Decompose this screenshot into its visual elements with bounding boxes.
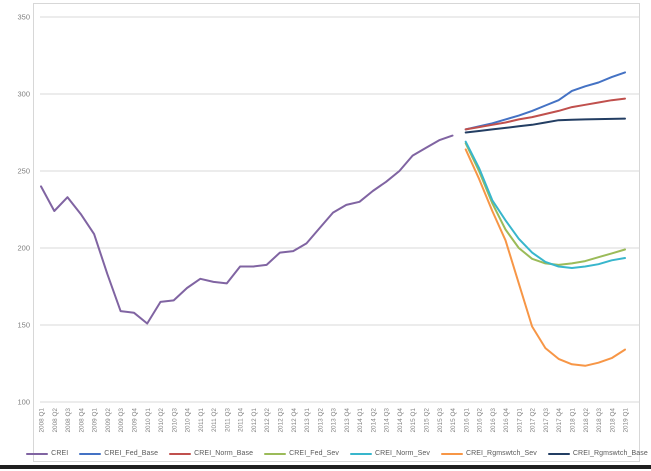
legend-item-CREI_Fed_Base: CREI_Fed_Base [79, 450, 158, 457]
x-tick-label: 2015 Q2 [424, 408, 431, 433]
x-tick-label: 2008 Q2 [52, 408, 59, 433]
x-tick-label: 2014 Q3 [384, 408, 391, 433]
series-line-CREI_Fed_Base [464, 71, 626, 131]
x-tick-label: 2009 Q3 [118, 408, 125, 433]
x-tick-label: 2012 Q4 [291, 408, 298, 433]
x-tick-label: 2015 Q3 [437, 408, 444, 433]
x-tick-label: 2014 Q1 [357, 408, 364, 433]
x-tick-label: 2017 Q2 [530, 408, 537, 433]
legend-swatch-icon [26, 452, 49, 455]
x-tick-label: 2011 Q1 [198, 408, 205, 432]
x-tick-label: 2010 Q3 [171, 408, 178, 433]
x-tick-label: 2012 Q3 [278, 408, 285, 433]
y-tick-label: 250 [17, 167, 30, 176]
x-tick-label: 2009 Q1 [92, 408, 99, 433]
series-line-CREI_Rgmswtch_Sev [464, 148, 626, 367]
x-tick-label: 2015 Q1 [410, 408, 417, 433]
y-tick-label: 150 [17, 321, 30, 330]
x-tick-label: 2010 Q4 [185, 408, 192, 433]
x-tick-label: 2013 Q3 [331, 408, 338, 433]
legend-item-CREI_Rgmswtch_Base: CREI_Rgmswtch_Base [547, 450, 648, 457]
x-tick-label: 2010 Q1 [145, 408, 152, 433]
x-tick-label: 2011 Q2 [211, 408, 218, 432]
legend-swatch-icon [79, 452, 102, 455]
series-line-CREI_Norm_Base [464, 97, 626, 131]
x-tick-label: 2018 Q4 [609, 408, 616, 433]
legend-label: CREI [51, 450, 69, 457]
x-tick-label: 2009 Q2 [105, 408, 112, 433]
x-tick-label: 2013 Q1 [304, 408, 311, 433]
series-line-CREI_Rgmswtch_Base [464, 117, 626, 134]
x-tick-label: 2008 Q1 [39, 408, 46, 433]
x-tick-label: 2017 Q1 [516, 408, 523, 433]
chart-legend: CREI CREI_Fed_Base CREI_Norm_Base CREI_Fed_… [26, 447, 648, 460]
line-chart-svg: 350 300 250 200 150 100 2008 Q1 2008 Q2 2008 Q3 2… [17, 13, 640, 433]
legend-label: CREI_Fed_Base [104, 450, 159, 457]
legend-label: CREI_Norm_Base [194, 450, 254, 457]
x-tick-label: 2019 Q1 [623, 408, 630, 433]
x-tick-label: 2017 Q4 [556, 408, 563, 433]
x-tick-label: 2014 Q2 [370, 408, 377, 433]
x-tick-label: 2018 Q3 [596, 408, 603, 433]
legend-swatch-icon [349, 452, 372, 455]
y-tick-label: 300 [17, 90, 30, 99]
legend-swatch-icon [440, 452, 463, 455]
x-tick-label: 2015 Q4 [450, 408, 457, 433]
x-tick-label: 2013 Q2 [317, 408, 324, 433]
x-tick-label: 2008 Q4 [78, 408, 85, 433]
x-tick-label: 2012 Q2 [264, 408, 271, 433]
y-tick-label: 350 [17, 13, 30, 22]
legend-item-CREI_Norm_Base: CREI_Norm_Base [169, 450, 253, 457]
legend-item-CREI_Fed_Sev: CREI_Fed_Sev [264, 450, 339, 457]
x-tick-label: 2009 Q4 [132, 408, 139, 433]
legend-label: CREI_Fed_Sev [289, 450, 339, 457]
legend-swatch-icon [547, 452, 570, 455]
x-tick-label: 2008 Q3 [65, 408, 72, 433]
legend-swatch-icon [169, 452, 192, 455]
series-line-CREI [40, 134, 454, 325]
y-tick-label: 100 [17, 398, 30, 407]
x-tick-label: 2016 Q3 [490, 408, 497, 433]
x-tick-label: 2016 Q4 [503, 408, 510, 433]
bottom-border-bar [0, 465, 651, 469]
legend-item-CREI_Rgmswtch_Sev: CREI_Rgmswtch_Sev [440, 450, 537, 457]
legend-label: CREI_Rgmswtch_Base [572, 450, 648, 457]
x-tick-label: 2013 Q4 [344, 408, 351, 433]
x-tick-label: 2018 Q2 [583, 408, 590, 433]
x-tick-label: 2011 Q3 [224, 408, 231, 432]
x-tick-label: 2018 Q1 [570, 408, 577, 433]
x-tick-label: 2016 Q1 [463, 408, 470, 433]
y-tick-label: 200 [17, 244, 30, 253]
legend-swatch-icon [264, 452, 287, 455]
legend-item-CREI: CREI [26, 450, 68, 457]
x-tick-label: 2011 Q4 [238, 408, 245, 432]
legend-item-CREI_Norm_Sev: CREI_Norm_Sev [349, 450, 430, 457]
x-tick-label: 2010 Q2 [158, 408, 165, 433]
x-tick-label: 2014 Q4 [397, 408, 404, 433]
legend-label: CREI_Rgmswtch_Sev [465, 450, 537, 457]
chart-frame [33, 3, 640, 462]
series-line-CREI_Fed_Sev [464, 142, 626, 266]
x-tick-label: 2012 Q1 [251, 408, 258, 433]
x-tick-label: 2016 Q2 [477, 408, 484, 433]
x-tick-label: 2017 Q3 [543, 408, 550, 433]
series-line-CREI_Norm_Sev [464, 140, 626, 269]
legend-label: CREI_Norm_Sev [374, 450, 430, 457]
